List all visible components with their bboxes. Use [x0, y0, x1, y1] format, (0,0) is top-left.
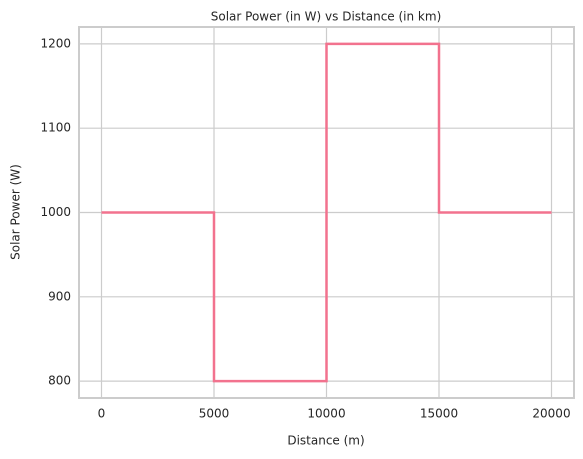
y-tick-label: 1100: [40, 121, 71, 135]
x-tick-label: 15000: [420, 407, 458, 421]
y-tick-label: 1000: [40, 205, 71, 219]
y-axis-label: Solar Power (W): [9, 164, 23, 260]
y-tick-label: 800: [48, 374, 71, 388]
x-tick-label: 20000: [532, 407, 570, 421]
y-tick-label: 900: [48, 289, 71, 303]
x-tick-label: 0: [98, 407, 106, 421]
x-tick-label: 5000: [199, 407, 230, 421]
chart-title: Solar Power (in W) vs Distance (in km): [211, 10, 442, 24]
data-line: [101, 42, 552, 383]
plot-frame: [78, 26, 575, 399]
y-tick-label: 1200: [40, 36, 71, 50]
x-tick-label: 10000: [307, 407, 345, 421]
x-axis-label: Distance (m): [287, 434, 364, 448]
